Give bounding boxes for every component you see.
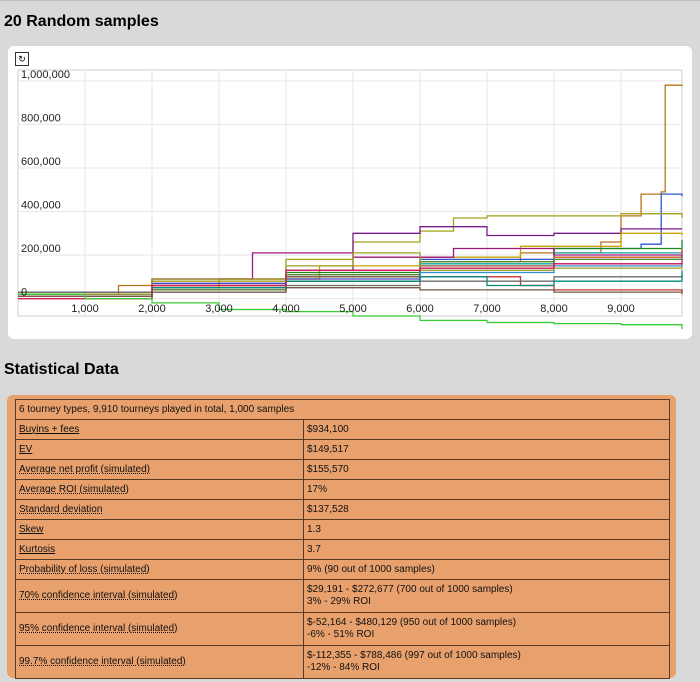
series-line [18,259,683,300]
stats-value: $155,570 [303,459,670,480]
x-tick-label: 9,000 [607,303,635,315]
stats-table: 6 tourney types, 9,910 tourneys played i… [15,399,670,679]
stats-value-line: $155,570 [307,463,349,475]
stats-value-line: $934,100 [307,423,349,435]
stats-row: Average net profit (simulated) $155,570 [15,459,670,480]
stats-row: Buyins + fees $934,100 [15,419,670,440]
stats-row: Average ROI (simulated) 17% [15,479,670,500]
stats-label-cell: Buyins + fees [15,419,304,440]
stats-row: EV $149,517 [15,439,670,460]
stats-label[interactable]: EV [19,443,33,455]
stats-value-roi: -12% - 84% ROI [307,662,380,673]
stats-label-cell: 95% confidence interval (simulated) [15,612,304,646]
stats-row: Probability of loss (simulated) 9% (90 ou… [15,559,670,580]
stats-label[interactable]: Kurtosis [19,543,56,555]
y-tick-label: 400,000 [21,200,61,212]
stats-label-cell: Probability of loss (simulated) [15,559,304,580]
top-divider [0,0,700,1]
stats-label-cell: Average net profit (simulated) [15,459,304,480]
stats-row: Skew 1.3 [15,519,670,540]
stats-label-cell: Skew [15,519,304,540]
stats-label[interactable]: Average net profit (simulated) [19,463,150,475]
stats-label[interactable]: 95% confidence interval (simulated) [19,623,178,634]
refresh-icon: ↻ [18,54,26,64]
x-tick-label: 7,000 [473,303,501,315]
samples-title: 20 Random samples [4,13,159,30]
stats-label-cell: Kurtosis [15,539,304,560]
y-tick-label: 0 [21,287,27,299]
stats-value: 1.3 [303,519,670,540]
stats-value: 3.7 [303,539,670,560]
stats-value: 17% [303,479,670,500]
stats-label[interactable]: Probability of loss (simulated) [19,563,150,575]
stats-value: $-112,355 - $788,486 (997 out of 1000 sa… [303,645,670,679]
stats-value: $934,100 [303,419,670,440]
stats-label[interactable]: Average ROI (simulated) [19,483,129,495]
stats-row: 95% confidence interval (simulated) $-52,… [15,612,670,646]
stats-value-roi: -6% - 51% ROI [307,629,375,640]
stats-label[interactable]: Skew [19,523,44,535]
stats-label[interactable]: Buyins + fees [19,423,80,435]
chart-card: 0 200,000 400,000 600,000 800,000 1,000,000 1,… [8,46,692,339]
stats-row: 70% confidence interval (simulated) $29,1… [15,579,670,613]
x-tick-label: 4,000 [272,303,300,315]
line-chart: 0 200,000 400,000 600,000 800,000 1,000,000 1,… [17,69,683,330]
stats-value-line: 1.3 [307,523,321,535]
y-tick-label: 600,000 [21,156,61,168]
x-tick-label: 3,000 [205,303,233,315]
stats-value-line: $137,528 [307,503,349,515]
x-tick-label: 1,000 [71,303,99,315]
stats-value: $29,191 - $272,677 (700 out of 1000 samp… [303,579,670,613]
x-tick-label: 6,000 [406,303,434,315]
stats-value-line: $-112,355 - $788,486 (997 out of 1000 sa… [307,650,521,661]
stats-header-row: 6 tourney types, 9,910 tourneys played i… [15,399,670,420]
y-tick-label: 200,000 [21,243,61,255]
stats-header: 6 tourney types, 9,910 tourneys played i… [15,399,670,420]
y-tick-label: 1,000,000 [21,69,70,81]
stats-label-cell: 70% confidence interval (simulated) [15,579,304,613]
stats-title: Statistical Data [4,361,119,378]
stats-value: $137,528 [303,499,670,520]
stats-panel: 6 tourney types, 9,910 tourneys played i… [7,395,676,679]
x-tick-label: 8,000 [540,303,568,315]
stats-value-line: $-52,164 - $480,129 (950 out of 1000 sam… [307,617,517,628]
stats-value: $149,517 [303,439,670,460]
stats-row: Kurtosis 3.7 [15,539,670,560]
stats-value: $-52,164 - $480,129 (950 out of 1000 sam… [303,612,670,646]
stats-label[interactable]: Standard deviation [19,503,103,515]
stats-label-cell: 99.7% confidence interval (simulated) [15,645,304,679]
stats-label-cell: Standard deviation [15,499,304,520]
series-line [18,287,683,298]
stats-value-line: 9% (90 out of 1000 samples) [307,563,435,575]
x-tick-label: 2,000 [138,303,166,315]
stats-value: 9% (90 out of 1000 samples) [303,559,670,580]
stats-value-line: $29,191 - $272,677 (700 out of 1000 samp… [307,584,513,595]
stats-value-roi: 3% - 29% ROI [307,596,371,607]
y-tick-label: 800,000 [21,112,61,124]
stats-label[interactable]: 99.7% confidence interval (simulated) [19,656,186,667]
stats-row: 99.7% confidence interval (simulated) $-1… [15,645,670,679]
stats-value-line: 17% [307,483,328,495]
stats-row: Standard deviation $137,528 [15,499,670,520]
stats-value-line: $149,517 [307,443,349,455]
stats-label-cell: Average ROI (simulated) [15,479,304,500]
refresh-button[interactable]: ↻ [15,52,29,66]
series-line [18,293,683,330]
series-line [18,213,683,293]
stats-label[interactable]: 70% confidence interval (simulated) [19,590,178,601]
x-tick-label: 5,000 [339,303,367,315]
stats-label-cell: EV [15,439,304,460]
stats-value-line: 3.7 [307,543,321,555]
